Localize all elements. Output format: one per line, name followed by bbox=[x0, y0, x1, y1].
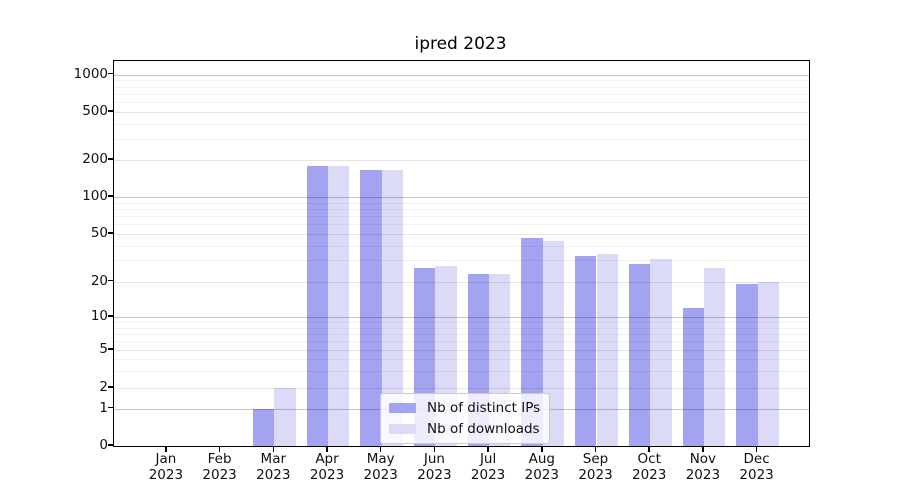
x-tick-label-apr: Apr 2023 bbox=[309, 451, 345, 483]
gridline-20 bbox=[114, 281, 809, 283]
y-tick-mark-500 bbox=[108, 110, 113, 112]
gridline-500 bbox=[114, 112, 809, 113]
x-tick-mark-jan bbox=[165, 446, 167, 452]
y-tick-mark-1 bbox=[108, 406, 113, 409]
gridline-100 bbox=[114, 197, 809, 198]
legend-row-distinct-ips: Nb of distinct IPs bbox=[389, 400, 540, 416]
y-tick-mark-10 bbox=[108, 315, 113, 317]
gridline-5 bbox=[114, 350, 809, 351]
x-tick-label-aug: Aug 2023 bbox=[524, 451, 559, 483]
y-tick-mark-0 bbox=[108, 444, 113, 446]
bar-downloads-apr bbox=[328, 165, 350, 446]
legend-label-distinct-ips: Nb of distinct IPs bbox=[427, 400, 541, 416]
x-tick-label-may: May 2023 bbox=[363, 451, 398, 483]
gridline-6 bbox=[114, 341, 809, 343]
bar-distinct-ips-oct bbox=[628, 264, 651, 446]
x-tick-mark-feb bbox=[218, 446, 221, 452]
x-tick-label-jan: Jan 2023 bbox=[148, 451, 184, 483]
legend-swatch-distinct-ips bbox=[389, 403, 416, 413]
legend: Nb of distinct IPs Nb of downloads bbox=[380, 393, 551, 444]
bar-downloads-sep bbox=[596, 254, 618, 446]
gridline-1000 bbox=[114, 74, 809, 76]
y-tick-label-1000: 1000 bbox=[73, 65, 108, 82]
y-tick-label-20: 20 bbox=[90, 272, 108, 289]
bar-downloads-nov bbox=[703, 267, 726, 446]
x-tick-label-jun: Jun 2023 bbox=[417, 451, 452, 483]
bar-distinct-ips-sep bbox=[575, 255, 597, 446]
plot-area: Nb of distinct IPs Nb of downloads bbox=[113, 60, 810, 447]
y-tick-mark-200 bbox=[108, 158, 113, 160]
gridline-4 bbox=[114, 359, 809, 361]
bar-distinct-ips-nov bbox=[682, 307, 704, 446]
y-tick-label-50: 50 bbox=[90, 225, 108, 241]
x-tick-mark-dec bbox=[755, 446, 758, 452]
bar-distinct-ips-apr bbox=[306, 165, 328, 446]
gridline-40 bbox=[114, 245, 809, 247]
x-tick-mark-oct bbox=[648, 446, 650, 452]
bar-downloads-may bbox=[381, 169, 404, 446]
y-tick-mark-1000 bbox=[108, 72, 113, 75]
y-tick-label-0: 0 bbox=[99, 437, 108, 453]
x-tick-mark-jul bbox=[487, 446, 489, 452]
x-tick-mark-may bbox=[379, 446, 382, 452]
y-tick-label-500: 500 bbox=[82, 103, 108, 119]
gridline-90 bbox=[114, 202, 809, 204]
gridline-2 bbox=[114, 388, 809, 389]
x-tick-label-mar: Mar 2023 bbox=[256, 451, 291, 483]
x-tick-label-nov: Nov 2023 bbox=[685, 451, 721, 483]
y-tick-label-200: 200 bbox=[82, 151, 108, 167]
bar-distinct-ips-dec bbox=[736, 284, 758, 446]
bar-downloads-oct bbox=[650, 258, 672, 446]
y-tick-label-1: 1 bbox=[99, 399, 108, 416]
legend-swatch-downloads bbox=[389, 424, 416, 434]
gridline-200 bbox=[114, 160, 809, 161]
bar-distinct-ips-mar bbox=[252, 408, 275, 446]
y-tick-label-5: 5 bbox=[99, 341, 108, 357]
gridline-8 bbox=[114, 327, 809, 329]
y-tick-mark-5 bbox=[108, 348, 113, 350]
x-tick-mark-aug bbox=[541, 446, 543, 452]
gridline-80 bbox=[114, 208, 809, 210]
chart-title: ipred 2023 bbox=[414, 34, 507, 54]
gridline-300 bbox=[114, 138, 809, 140]
x-tick-label-dec: Dec 2023 bbox=[739, 451, 774, 483]
x-tick-label-feb: Feb 2023 bbox=[202, 451, 237, 483]
bar-downloads-mar bbox=[274, 388, 296, 446]
y-tick-mark-2 bbox=[108, 386, 113, 388]
gridline-700 bbox=[114, 93, 809, 95]
grid-layer bbox=[114, 61, 809, 446]
x-tick-mark-apr bbox=[326, 446, 328, 452]
y-tick-mark-50 bbox=[108, 232, 113, 234]
gridline-3 bbox=[114, 371, 809, 373]
gridline-70 bbox=[114, 216, 809, 218]
y-tick-label-10: 10 bbox=[90, 308, 108, 324]
x-tick-mark-sep bbox=[594, 446, 597, 452]
x-tick-label-jul: Jul 2023 bbox=[470, 451, 506, 483]
gridline-7 bbox=[114, 333, 809, 335]
y-tick-label-100: 100 bbox=[82, 188, 108, 204]
gridline-800 bbox=[114, 86, 809, 88]
y-tick-label-2: 2 bbox=[99, 379, 108, 395]
x-tick-label-oct: Oct 2023 bbox=[632, 451, 667, 483]
x-tick-label-sep: Sep 2023 bbox=[578, 451, 613, 483]
gridline-600 bbox=[114, 102, 809, 104]
legend-label-downloads: Nb of downloads bbox=[427, 421, 540, 437]
bar-downloads-dec bbox=[757, 281, 779, 446]
gridline-900 bbox=[114, 80, 809, 82]
legend-row-downloads: Nb of downloads bbox=[389, 421, 540, 437]
gridline-30 bbox=[114, 260, 809, 262]
x-tick-mark-nov bbox=[702, 446, 704, 452]
gridline-60 bbox=[114, 224, 809, 226]
y-tick-mark-100 bbox=[108, 195, 113, 197]
gridline-10 bbox=[114, 317, 809, 318]
x-tick-mark-jun bbox=[433, 446, 436, 452]
gridline-50 bbox=[114, 234, 809, 235]
y-tick-mark-20 bbox=[108, 279, 113, 282]
gridline-400 bbox=[114, 123, 809, 125]
x-tick-mark-mar bbox=[272, 446, 275, 452]
bar-distinct-ips-may bbox=[360, 170, 382, 446]
gridline-9 bbox=[114, 322, 809, 324]
